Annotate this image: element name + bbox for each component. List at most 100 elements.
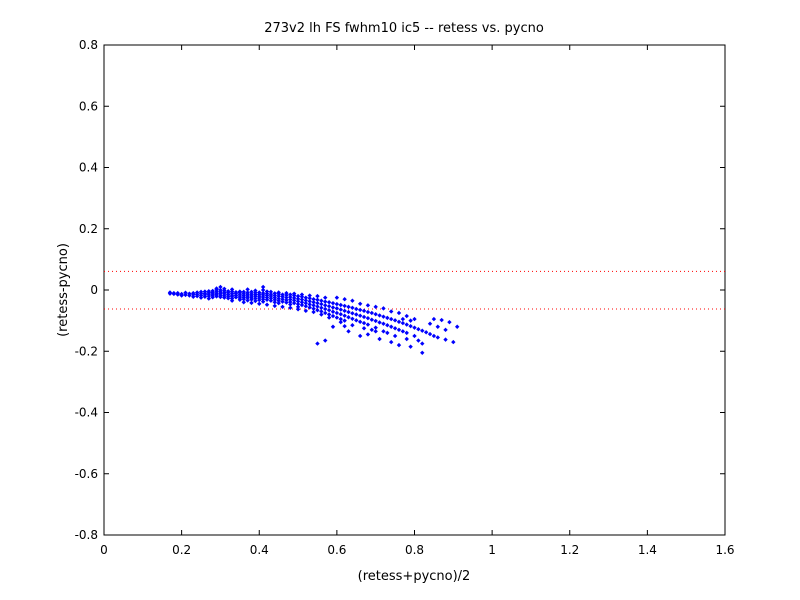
data-point xyxy=(330,305,336,310)
data-point xyxy=(311,303,316,308)
data-point xyxy=(245,295,250,301)
data-point xyxy=(253,296,258,301)
x-tick-label: 1 xyxy=(488,543,496,557)
data-point xyxy=(412,316,417,322)
data-point xyxy=(342,313,347,318)
data-point xyxy=(404,322,409,327)
data-point xyxy=(381,314,386,319)
data-point xyxy=(427,331,433,337)
data-point xyxy=(373,304,378,310)
data-point xyxy=(404,330,409,336)
data-point xyxy=(311,309,316,315)
data-point xyxy=(187,293,192,298)
data-point xyxy=(237,289,243,294)
data-point xyxy=(447,319,452,325)
data-point xyxy=(288,302,293,307)
data-point xyxy=(435,335,440,340)
data-point xyxy=(222,295,227,300)
data-point xyxy=(291,300,297,306)
data-point xyxy=(350,305,355,310)
data-point xyxy=(319,312,324,317)
data-point xyxy=(334,301,340,307)
data-point xyxy=(307,293,312,298)
data-point xyxy=(342,296,347,302)
data-point xyxy=(218,284,223,290)
data-point xyxy=(206,293,211,299)
data-point xyxy=(365,322,371,327)
data-point xyxy=(226,296,231,301)
data-point xyxy=(253,288,258,293)
data-point xyxy=(412,333,417,339)
data-points xyxy=(167,284,460,355)
data-point xyxy=(303,298,309,303)
data-point xyxy=(272,300,277,305)
data-point xyxy=(435,324,440,329)
data-point xyxy=(334,306,340,311)
data-point xyxy=(416,338,421,343)
data-point xyxy=(303,304,309,309)
data-point xyxy=(171,290,177,296)
data-point xyxy=(295,296,301,302)
data-point xyxy=(222,286,227,291)
y-tick-labels: -0.8 -0.6 -0.4 -0.2 0 0.2 0.4 0.6 0.8 xyxy=(75,38,98,542)
y-tick-label: -0.8 xyxy=(75,528,98,542)
data-point xyxy=(381,306,386,311)
data-point xyxy=(357,333,363,339)
data-point xyxy=(276,300,281,306)
data-point xyxy=(338,302,343,308)
data-point xyxy=(365,315,371,321)
data-point xyxy=(330,309,336,314)
data-point xyxy=(315,297,320,302)
data-point xyxy=(295,293,301,299)
y-tick-label: 0.2 xyxy=(79,222,98,236)
data-point xyxy=(295,299,301,304)
chart-title: 273v2 lh FS fwhm10 ic5 -- retess vs. pyc… xyxy=(264,21,544,36)
data-point xyxy=(369,310,375,316)
data-point xyxy=(315,304,320,309)
data-point xyxy=(323,303,328,308)
data-point xyxy=(319,305,324,310)
data-point xyxy=(241,300,246,305)
data-point xyxy=(326,304,332,309)
data-point xyxy=(260,287,266,293)
data-point xyxy=(323,338,328,343)
y-tick-label: 0.8 xyxy=(79,38,98,52)
y-axis-label: (retess-pycno) xyxy=(56,243,71,337)
data-point xyxy=(400,316,406,322)
data-point xyxy=(288,294,293,300)
data-point xyxy=(334,295,340,300)
data-point xyxy=(392,326,398,331)
data-point xyxy=(427,321,433,326)
data-point xyxy=(342,318,347,323)
data-point xyxy=(346,304,351,310)
data-point xyxy=(385,315,390,321)
data-point xyxy=(315,293,320,299)
data-point xyxy=(400,320,406,326)
x-tick-label: 0.8 xyxy=(405,543,424,557)
data-point xyxy=(260,296,266,302)
data-point xyxy=(229,298,235,303)
data-point xyxy=(268,289,274,295)
data-point xyxy=(307,299,312,304)
data-point xyxy=(396,327,402,333)
data-point xyxy=(365,309,371,315)
data-point xyxy=(249,300,254,306)
data-point xyxy=(373,329,378,334)
data-point xyxy=(431,333,437,339)
data-point xyxy=(303,308,309,314)
x-tick-label: 0.6 xyxy=(327,543,346,557)
data-point xyxy=(408,323,413,329)
data-point xyxy=(233,295,239,300)
data-point xyxy=(319,301,324,307)
data-point xyxy=(342,308,347,314)
data-point xyxy=(400,329,406,334)
data-point xyxy=(392,318,398,323)
y-tick-label: 0 xyxy=(90,283,98,297)
data-point xyxy=(342,323,347,329)
data-point xyxy=(330,313,336,319)
data-point xyxy=(377,320,382,325)
data-point xyxy=(334,310,340,316)
data-point xyxy=(253,298,258,304)
data-point xyxy=(299,300,305,305)
